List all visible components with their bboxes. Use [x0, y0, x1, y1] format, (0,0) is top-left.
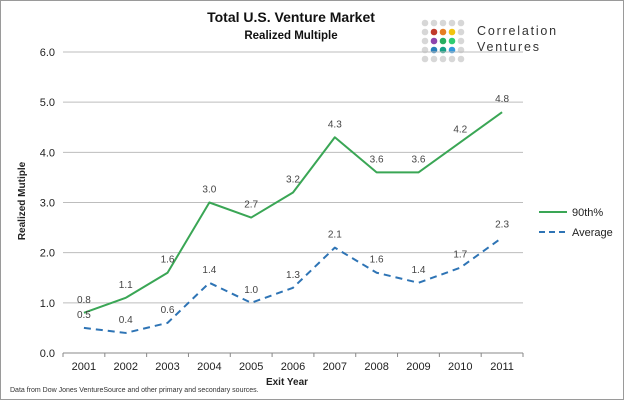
data-label: 1.4 — [202, 265, 216, 276]
legend: 90th% Average — [539, 207, 613, 239]
legend-label: Average — [572, 227, 613, 239]
x-tick-label: 2004 — [197, 361, 221, 373]
data-label: 0.4 — [119, 315, 133, 326]
y-tick-label: 1.0 — [40, 298, 55, 310]
logo-dot — [439, 19, 447, 27]
y-tick-label: 0.0 — [40, 348, 55, 360]
logo-dot — [448, 28, 456, 36]
y-tick-label: 6.0 — [40, 47, 55, 59]
data-label: 2.3 — [495, 220, 509, 231]
x-tick-label: 2005 — [239, 361, 263, 373]
data-label: 2.1 — [328, 230, 342, 241]
y-tick-label: 4.0 — [40, 147, 55, 159]
x-tick-label: 2011 — [490, 361, 514, 373]
logo-dot — [439, 55, 447, 63]
series-group: 0.8 1.1 1.6 3.0 2.7 3.2 4.3 3.6 3.6 4.2 4.8 0.5 0.4 0… — [77, 94, 509, 334]
data-label: 0.5 — [77, 310, 91, 321]
x-axis-label: Exit Year — [266, 377, 308, 388]
x-tick-label: 2008 — [364, 361, 388, 373]
logo-dot — [448, 19, 456, 27]
y-tick-label: 3.0 — [40, 198, 55, 210]
data-label: 1.3 — [286, 270, 300, 281]
data-label: 4.2 — [453, 124, 467, 135]
logo-dot — [457, 55, 465, 63]
x-tick-label: 2003 — [155, 361, 179, 373]
logo-dot — [430, 28, 438, 36]
x-tick-label: 2010 — [448, 361, 472, 373]
data-label: 1.1 — [119, 280, 133, 291]
data-label: 3.2 — [286, 174, 300, 185]
x-tick-label: 2006 — [281, 361, 305, 373]
legend-label: 90th% — [572, 207, 603, 219]
logo-dot — [421, 28, 429, 36]
data-label: 4.8 — [495, 94, 509, 105]
data-label: 2.7 — [244, 200, 258, 211]
logo-dot — [448, 55, 456, 63]
chart-title: Total U.S. Venture Market — [207, 9, 375, 25]
data-label: 1.6 — [370, 255, 384, 266]
logo-dot — [457, 19, 465, 27]
logo-dot — [457, 37, 465, 45]
data-label: 1.0 — [244, 285, 258, 296]
data-label: 0.6 — [161, 305, 175, 316]
logo-line1: Correlation — [477, 24, 558, 38]
correlation-ventures-logo: Correlation Ventures — [421, 19, 558, 63]
x-tick-label: 2007 — [323, 361, 347, 373]
x-tick-label: 2009 — [406, 361, 430, 373]
logo-dot — [439, 37, 447, 45]
series-line-p90 — [83, 111, 503, 314]
data-label: 4.3 — [328, 119, 342, 130]
logo-dot — [421, 37, 429, 45]
y-tick-label: 2.0 — [40, 248, 55, 260]
chart-subtitle: Realized Multiple — [244, 30, 337, 42]
series-line-average — [83, 236, 503, 334]
x-tick-label: 2002 — [113, 361, 137, 373]
y-axis-label: Realized Mutiple — [17, 161, 28, 240]
data-label: 1.6 — [161, 255, 175, 266]
logo-dot — [430, 19, 438, 27]
data-label: 3.6 — [370, 154, 384, 165]
data-label: 3.6 — [412, 154, 426, 165]
logo-dot — [421, 19, 429, 27]
logo-dot — [421, 55, 429, 63]
data-label: 0.8 — [77, 295, 91, 306]
data-label: 1.7 — [453, 250, 467, 261]
y-tick-label: 5.0 — [40, 97, 55, 109]
x-axis-ticks: 2001 2002 2003 2004 2005 2006 2007 2008 2009 2010… — [62, 353, 524, 373]
x-tick-label: 2001 — [72, 361, 96, 373]
data-label: 1.4 — [412, 265, 426, 276]
logo-line2: Ventures — [477, 40, 541, 54]
logo-dot — [457, 28, 465, 36]
logo-dot — [430, 37, 438, 45]
y-axis-ticks: 0.0 1.0 2.0 3.0 4.0 5.0 6.0 — [40, 47, 55, 360]
logo-dot — [439, 28, 447, 36]
logo-dot — [448, 37, 456, 45]
source-footnote: Data from Dow Jones VentureSource and ot… — [10, 387, 259, 394]
logo-dot-grid — [421, 19, 465, 63]
data-label: 3.0 — [202, 185, 216, 196]
logo-dot — [430, 55, 438, 63]
